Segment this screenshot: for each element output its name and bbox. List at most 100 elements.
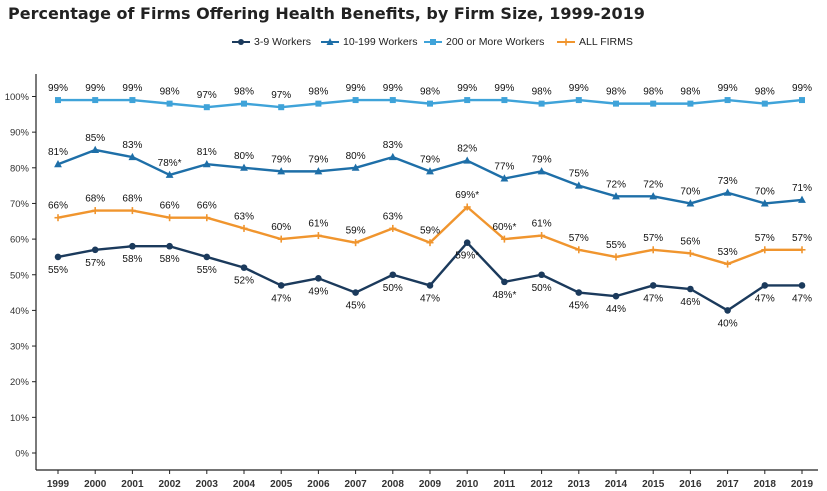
data-point-all-firms (128, 207, 136, 215)
x-tick-label: 2018 (754, 479, 777, 490)
data-label-all-firms: 56% (680, 236, 700, 247)
data-point-200-or-more-workers (575, 97, 582, 104)
legend-item-3-9-workers: 3-9 Workers (231, 36, 311, 48)
data-label-3-9-workers: 58% (122, 254, 142, 265)
data-label-200-or-more-workers: 99% (457, 83, 477, 94)
data-point-3-9-workers (352, 289, 359, 296)
data-label-10-199-workers: 79% (308, 154, 328, 165)
data-point-10-199-workers (760, 199, 769, 207)
x-tick-label: 2004 (233, 479, 256, 490)
data-point-3-9-workers (798, 282, 806, 289)
y-tick-label: 50% (10, 270, 30, 281)
data-point-3-9-workers (761, 282, 769, 289)
data-point-all-firms (686, 249, 694, 257)
data-point-10-199-workers (537, 167, 546, 175)
data-label-3-9-workers: 50% (532, 283, 552, 294)
data-point-all-firms (761, 246, 769, 254)
data-label-all-firms: 59% (346, 226, 366, 237)
data-label-3-9-workers: 48%* (492, 290, 516, 301)
x-tick-label: 2006 (307, 479, 330, 490)
data-label-all-firms: 60%* (492, 222, 516, 233)
data-label-10-199-workers: 72% (643, 179, 663, 190)
data-point-all-firms (203, 214, 211, 222)
data-label-10-199-workers: 75% (569, 169, 589, 180)
data-label-all-firms: 61% (532, 219, 552, 230)
data-label-10-199-workers: 71% (792, 183, 812, 194)
data-label-3-9-workers: 47% (755, 293, 775, 304)
data-label-3-9-workers: 58% (160, 254, 180, 265)
data-label-10-199-workers: 79% (532, 154, 552, 165)
data-point-10-199-workers (686, 199, 695, 207)
x-tick-label: 2017 (716, 479, 739, 490)
data-point-all-firms (91, 207, 99, 215)
x-tick-label: 2010 (456, 479, 479, 490)
data-point-200-or-more-workers (501, 97, 508, 104)
data-point-3-9-workers (538, 271, 545, 279)
data-label-200-or-more-workers: 99% (85, 83, 105, 94)
legend-label-200-or-more-workers: 200 or More Workers (446, 36, 545, 49)
data-label-200-or-more-workers: 99% (494, 83, 514, 94)
data-label-all-firms: 63% (383, 211, 403, 222)
data-point-10-199-workers (128, 152, 137, 161)
data-label-10-199-workers: 70% (755, 186, 775, 197)
data-label-200-or-more-workers: 98% (420, 87, 440, 98)
x-tick-label: 1999 (47, 479, 70, 490)
legend-label-3-9-workers: 3-9 Workers (254, 36, 311, 49)
data-label-3-9-workers: 45% (346, 301, 366, 312)
data-label-all-firms: 53% (718, 247, 738, 258)
legend-item-all-firms: ALL FIRMS (556, 36, 633, 48)
data-label-3-9-workers: 46% (680, 297, 700, 308)
x-tick-label: 2005 (270, 479, 293, 490)
data-point-200-or-more-workers (241, 100, 247, 107)
data-label-all-firms: 66% (48, 201, 68, 212)
data-point-10-199-workers (91, 145, 100, 153)
data-label-200-or-more-workers: 98% (308, 87, 328, 98)
legend-swatch-10-199-workers (321, 38, 339, 46)
data-point-all-firms (166, 214, 174, 222)
data-point-200-or-more-workers (464, 97, 471, 104)
y-tick-label: 100% (5, 92, 30, 103)
data-label-10-199-workers: 81% (48, 147, 68, 158)
data-point-200-or-more-workers (203, 104, 210, 111)
data-point-3-9-workers (724, 307, 731, 314)
data-point-200-or-more-workers (166, 100, 173, 107)
data-label-all-firms: 63% (234, 211, 254, 222)
x-tick-label: 2008 (382, 479, 405, 490)
data-point-200-or-more-workers (427, 100, 433, 107)
data-label-200-or-more-workers: 99% (346, 83, 366, 94)
data-label-200-or-more-workers: 99% (569, 83, 589, 94)
data-label-all-firms: 68% (85, 194, 105, 205)
data-point-all-firms (352, 239, 360, 247)
data-label-200-or-more-workers: 98% (643, 87, 663, 98)
data-label-all-firms: 59% (420, 226, 440, 237)
data-point-all-firms (500, 235, 508, 243)
data-point-all-firms (575, 246, 583, 254)
data-label-3-9-workers: 40% (718, 318, 738, 329)
data-label-all-firms: 68% (122, 194, 142, 205)
data-label-10-199-workers: 83% (122, 140, 142, 151)
data-label-all-firms: 57% (755, 233, 775, 244)
y-tick-label: 80% (10, 163, 30, 174)
data-label-3-9-workers: 49% (308, 286, 328, 297)
legend-label-all-firms: ALL FIRMS (579, 36, 633, 49)
data-point-all-firms (538, 232, 546, 240)
data-label-3-9-workers: 57% (85, 258, 105, 269)
data-label-200-or-more-workers: 99% (122, 83, 142, 94)
data-label-3-9-workers: 47% (792, 293, 812, 304)
data-point-all-firms (240, 224, 248, 232)
legend-swatch-200-or-more-workers (424, 39, 442, 46)
data-label-200-or-more-workers: 99% (48, 83, 68, 94)
data-label-10-199-workers: 78%* (158, 158, 182, 169)
data-label-all-firms: 69%* (455, 190, 479, 201)
x-tick-label: 2000 (84, 479, 107, 490)
data-point-3-9-workers (166, 242, 173, 250)
legend-item-200-or-more-workers: 200 or More Workers (423, 36, 544, 48)
x-tick-label: 2016 (679, 479, 702, 490)
data-label-all-firms: 55% (606, 240, 626, 251)
data-label-3-9-workers: 55% (197, 265, 217, 276)
data-point-10-199-workers (574, 181, 583, 189)
data-label-all-firms: 61% (308, 219, 328, 230)
data-point-3-9-workers (463, 239, 471, 246)
data-point-10-199-workers (54, 160, 62, 168)
